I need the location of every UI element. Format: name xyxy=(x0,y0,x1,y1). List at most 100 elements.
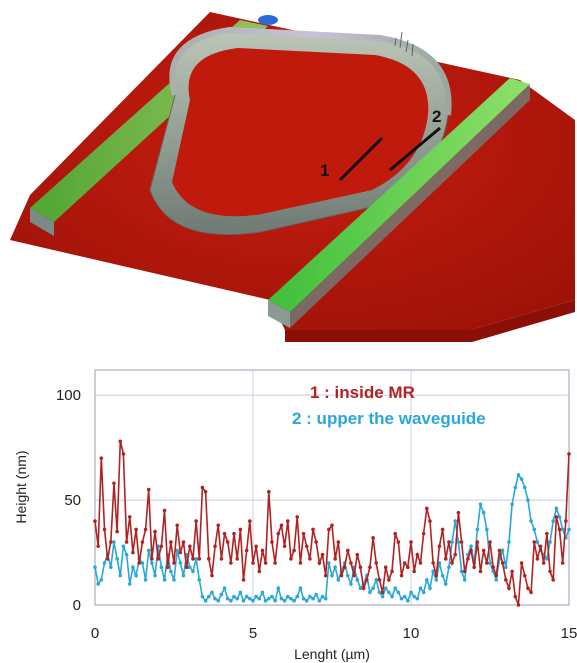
series-2-point xyxy=(216,599,221,603)
series-2-point xyxy=(235,596,239,601)
profile-line-1 xyxy=(338,136,384,182)
series-1-point xyxy=(507,586,511,591)
series-1-point xyxy=(127,515,132,519)
series-2-point xyxy=(225,596,230,601)
series-2-point xyxy=(374,578,379,582)
y-tick-label: 0 xyxy=(73,597,81,614)
series-2-point xyxy=(112,540,116,544)
series-1-point xyxy=(472,565,477,570)
series-2-point xyxy=(551,519,555,523)
series-2-point xyxy=(393,586,398,591)
series-1-point xyxy=(336,540,341,544)
series-2-point xyxy=(450,540,454,544)
series-2-point xyxy=(368,590,372,595)
series-1-point xyxy=(216,523,221,528)
series-2-point xyxy=(545,557,549,561)
series-2-point xyxy=(323,596,328,601)
series-1-point xyxy=(554,515,559,519)
series-2-point xyxy=(301,596,306,601)
series-1-point xyxy=(456,510,461,515)
series-1-point xyxy=(301,531,306,536)
series-1-point xyxy=(172,561,176,565)
x-tick-label: 0 xyxy=(91,625,99,642)
series-2-point xyxy=(443,582,448,586)
series-1-point xyxy=(529,590,533,595)
series-2-point xyxy=(143,578,148,582)
series-2-point xyxy=(500,548,505,553)
series-2-point xyxy=(109,565,113,570)
series-1-point xyxy=(323,573,328,578)
series-1-point xyxy=(140,540,145,544)
series-1 xyxy=(93,439,571,607)
series-1-point xyxy=(406,565,410,570)
series-2-point xyxy=(140,561,145,565)
series-2-point xyxy=(529,519,533,523)
afm-topography-image: 1 2 xyxy=(10,12,575,342)
series-1-point xyxy=(513,594,518,599)
series-1-point xyxy=(415,552,420,557)
series-1-point xyxy=(497,548,502,553)
series-1-point xyxy=(181,540,186,544)
series-2-point xyxy=(440,573,445,578)
series-2-point xyxy=(118,573,123,578)
legend: 1 : inside MR 2 : upper the waveguide xyxy=(292,383,486,428)
series-1-point xyxy=(251,561,255,565)
series-2-point xyxy=(434,578,439,582)
series-2-point xyxy=(222,586,227,591)
substrate-edge xyxy=(285,300,575,342)
series-2-point xyxy=(567,527,571,532)
series-2-point xyxy=(428,586,432,591)
series-2-point xyxy=(336,578,341,582)
grid xyxy=(95,370,569,605)
series-1-point xyxy=(184,565,189,570)
series-2-point xyxy=(213,596,217,601)
series-1-point xyxy=(346,548,350,553)
series-1-point xyxy=(93,519,97,523)
series-2-point xyxy=(298,586,303,591)
series-1-point xyxy=(311,527,315,532)
series-1-point xyxy=(349,561,353,565)
series-1-point xyxy=(387,578,391,582)
series-2-point xyxy=(210,590,214,595)
series-2-point xyxy=(431,569,435,574)
series-2-point xyxy=(304,599,309,603)
series-2-point xyxy=(314,592,319,597)
series-1-point xyxy=(314,540,319,544)
series-1-point xyxy=(352,573,356,578)
series-1-point xyxy=(273,561,277,565)
series-1-point xyxy=(232,531,236,536)
plot-frame xyxy=(94,369,570,606)
series-2-point xyxy=(320,594,325,599)
series-1-point xyxy=(175,523,179,528)
series-1-point xyxy=(235,557,239,561)
series-2-point xyxy=(127,582,132,586)
series-2-point xyxy=(349,582,353,586)
right-waveguide xyxy=(268,78,530,312)
series-1-point xyxy=(124,540,129,544)
series-2-point xyxy=(292,599,296,603)
series-1-point xyxy=(137,561,142,565)
x-tick-label: 5 xyxy=(249,625,257,642)
series-1-point xyxy=(285,519,290,523)
series-2-point xyxy=(260,590,265,595)
series-1-point xyxy=(500,561,505,565)
series-2-point xyxy=(96,582,100,586)
series-2-point xyxy=(317,599,322,603)
series-2-point xyxy=(200,594,205,599)
series-1-point xyxy=(238,527,243,532)
series-1-point xyxy=(200,485,205,490)
series-1-point xyxy=(557,527,562,532)
right-waveguide-side xyxy=(290,84,530,328)
series-1-point xyxy=(153,529,157,534)
series-1-point xyxy=(418,561,423,565)
series-1-point xyxy=(267,489,271,494)
series-1-point xyxy=(434,573,439,578)
series-2-point xyxy=(557,515,562,519)
series-1-point xyxy=(358,565,363,570)
series-2-point xyxy=(279,596,284,601)
series-2-point xyxy=(421,590,426,595)
series-2-point xyxy=(150,561,154,565)
series-1-point xyxy=(197,557,202,561)
series-1-point xyxy=(425,506,429,511)
series-1-point xyxy=(96,544,100,549)
